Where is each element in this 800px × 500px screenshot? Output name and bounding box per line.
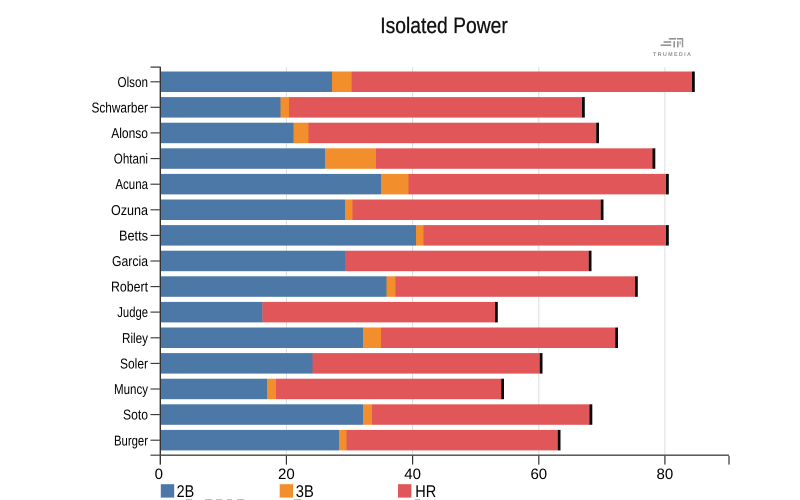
svg-text:Alonso: Alonso bbox=[111, 126, 148, 142]
svg-text:Ozuna: Ozuna bbox=[111, 203, 148, 219]
svg-text:Soto: Soto bbox=[123, 408, 148, 424]
svg-text:Riley: Riley bbox=[122, 331, 149, 347]
svg-text:Acuna: Acuna bbox=[115, 177, 148, 193]
svg-text:Schwarber: Schwarber bbox=[92, 100, 149, 116]
svg-text:Betts: Betts bbox=[119, 229, 148, 245]
svg-text:60: 60 bbox=[530, 466, 547, 483]
svg-text:TRUMEDIA: TRUMEDIA bbox=[653, 52, 692, 58]
svg-text:Garcia: Garcia bbox=[112, 254, 148, 270]
svg-text:Isolated Power: Isolated Power bbox=[380, 13, 508, 38]
svg-text:HR: HR bbox=[415, 482, 436, 500]
svg-text:Ohtani: Ohtani bbox=[114, 152, 148, 168]
svg-text:Soler: Soler bbox=[120, 357, 148, 373]
svg-text:80: 80 bbox=[657, 466, 674, 483]
svg-text:Muncy: Muncy bbox=[114, 382, 149, 398]
svg-text:20: 20 bbox=[278, 466, 295, 483]
svg-text:40: 40 bbox=[404, 466, 421, 483]
svg-text:3B: 3B bbox=[296, 482, 314, 500]
svg-text:Robert: Robert bbox=[111, 280, 148, 296]
svg-text:Judge: Judge bbox=[117, 305, 148, 321]
svg-text:0: 0 bbox=[155, 466, 163, 483]
svg-text:2B: 2B bbox=[177, 482, 195, 500]
svg-text:Olson: Olson bbox=[118, 75, 149, 91]
svg-text:Burger: Burger bbox=[114, 433, 148, 449]
